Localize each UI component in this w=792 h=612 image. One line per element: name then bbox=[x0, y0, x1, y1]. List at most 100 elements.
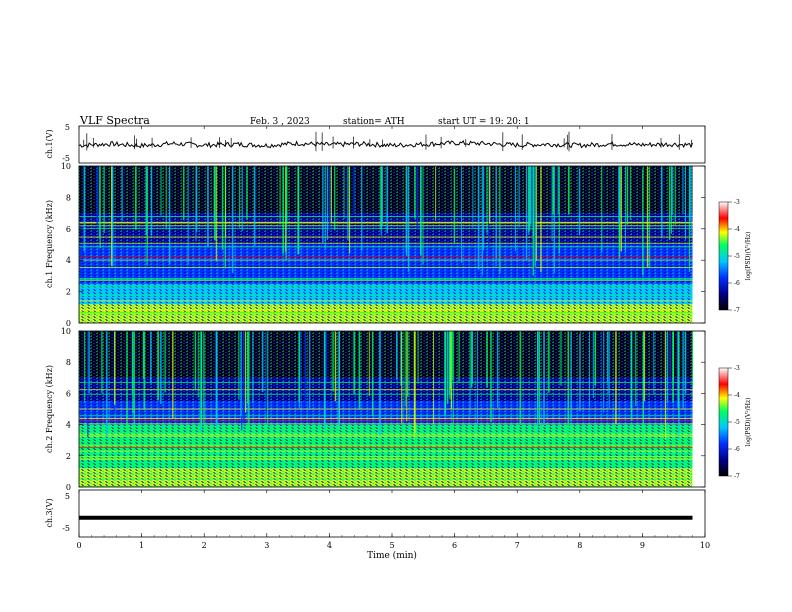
ch3-waveform-frame bbox=[78, 489, 706, 538]
ytick-label: 2 bbox=[66, 288, 71, 297]
xtick-label: 6 bbox=[452, 541, 457, 550]
spectrogram-sferic bbox=[242, 331, 245, 422]
spectrogram-line bbox=[79, 419, 693, 421]
spectrogram-sferic bbox=[631, 331, 633, 422]
ytick-label: 4 bbox=[66, 421, 71, 430]
spectrogram-sferic bbox=[88, 331, 90, 394]
spectrogram-line bbox=[79, 415, 693, 417]
ytick-label: 6 bbox=[66, 389, 71, 398]
spectrogram-line bbox=[79, 446, 693, 448]
ch2-spectrogram-ylabel: ch.2 Frequency (kHz) bbox=[45, 365, 54, 453]
spectrogram-sferic bbox=[558, 166, 560, 254]
spectrogram-sferic bbox=[653, 331, 655, 394]
spectrogram-sferic bbox=[435, 166, 437, 221]
spectrogram-sferic bbox=[215, 331, 218, 428]
spectrogram-sferic bbox=[488, 166, 490, 249]
xtick-label: 10 bbox=[700, 541, 710, 550]
spectrogram-line bbox=[79, 309, 693, 311]
ch1-spectrogram-yticks: 0 2 4 6 8 10 bbox=[61, 162, 705, 328]
spectrogram-sferic bbox=[692, 331, 694, 389]
spectrogram-sferic bbox=[200, 331, 203, 427]
colorbar-tick-label: -4 bbox=[734, 226, 740, 233]
spectrogram-sferic bbox=[239, 166, 241, 228]
spectrogram-sferic bbox=[150, 331, 152, 384]
spectrogram-sferic bbox=[615, 331, 617, 425]
spectrogram-sferic bbox=[603, 331, 605, 413]
spectrogram-sferic bbox=[134, 166, 137, 230]
spectrogram-sferic bbox=[531, 166, 534, 216]
spectrogram-sferic bbox=[215, 166, 217, 261]
spectrogram-sferic bbox=[101, 331, 103, 394]
spectrogram-sferic bbox=[527, 166, 530, 234]
spectrogram-sferic bbox=[381, 166, 384, 226]
spectrogram-sferic bbox=[414, 331, 416, 433]
spectrogram-sferic bbox=[540, 166, 542, 272]
spectrogram-sferic bbox=[625, 166, 626, 253]
spectrogram-sferic bbox=[661, 166, 663, 239]
spectrogram-sferic bbox=[664, 331, 667, 440]
ch3-ytick-top: 5 bbox=[65, 492, 70, 501]
spectrogram-sferic bbox=[589, 331, 591, 407]
spectrogram-sferic bbox=[143, 331, 145, 411]
spectrogram-sferic bbox=[499, 166, 501, 274]
spectrogram-sferic bbox=[238, 331, 240, 400]
spectrogram-line bbox=[79, 222, 693, 224]
spectrogram-sferic bbox=[83, 331, 85, 403]
spectrogram-line bbox=[79, 450, 693, 452]
xtick-label: 9 bbox=[640, 541, 645, 550]
spectrogram-sferic bbox=[132, 331, 134, 414]
spectrogram-sferic bbox=[450, 331, 452, 389]
ch1-ytick-top: 5 bbox=[65, 123, 70, 132]
spectrogram-band-texture bbox=[79, 331, 693, 378]
spectrogram-sferic bbox=[407, 166, 409, 272]
spectrogram-sferic bbox=[608, 331, 610, 410]
colorbar-tick-label: -6 bbox=[734, 280, 740, 287]
colorbar-tick-label: -5 bbox=[734, 253, 740, 260]
spectrogram-sferic bbox=[121, 166, 123, 221]
spectrogram-sferic bbox=[244, 331, 247, 413]
spectrogram-sferic bbox=[194, 331, 196, 391]
spectrogram-sferic bbox=[126, 331, 128, 440]
spectrogram-sferic bbox=[197, 331, 199, 398]
ytick-label: 0 bbox=[66, 319, 71, 328]
ch2-spectrogram bbox=[79, 331, 705, 488]
spectrogram-sferic bbox=[552, 166, 555, 215]
spectrogram-sferic bbox=[669, 331, 671, 394]
colorbar-tick-label: -3 bbox=[734, 365, 740, 372]
spectrogram-sferic bbox=[298, 331, 300, 403]
spectrogram-sferic bbox=[324, 331, 326, 429]
spectrogram-sferic bbox=[486, 166, 488, 234]
spectrogram-line bbox=[79, 246, 693, 248]
spectrogram-sferic bbox=[400, 331, 402, 386]
spectrogram-sferic bbox=[453, 166, 456, 243]
spectrogram-line bbox=[79, 382, 693, 384]
spectrogram-sferic bbox=[567, 331, 570, 440]
spectrogram-sferic bbox=[495, 166, 497, 267]
spectrogram-sferic bbox=[607, 331, 609, 394]
colorbar-tick-label: -7 bbox=[734, 307, 740, 314]
spectrogram-sferic bbox=[672, 331, 674, 381]
spectrogram-sferic bbox=[413, 331, 415, 440]
spectrogram-line bbox=[79, 279, 693, 281]
spectrogram-sferic bbox=[309, 331, 311, 410]
x-axis-label: Time (min) bbox=[367, 550, 417, 561]
spectrogram-sferic bbox=[557, 166, 559, 215]
spectrogram-sferic bbox=[674, 166, 676, 226]
xtick-label: 8 bbox=[577, 541, 582, 550]
spectrogram-sferic bbox=[253, 166, 256, 246]
spectrogram-sferic bbox=[626, 166, 629, 225]
spectrogram-sferic bbox=[145, 166, 148, 235]
ch1-waveform-frame bbox=[78, 125, 706, 164]
spectrogram-sferic bbox=[332, 331, 334, 392]
ch2-spectrogram-yticks: 0 2 4 6 8 10 bbox=[61, 327, 705, 492]
spectrogram-sferic bbox=[531, 166, 533, 227]
spectrogram-sferic bbox=[649, 166, 651, 268]
spectrogram-sferic bbox=[325, 331, 328, 383]
spectrogram-sferic bbox=[578, 166, 581, 236]
xtick-label: 4 bbox=[327, 541, 332, 550]
spectrogram-sferic bbox=[450, 331, 453, 386]
xtick-label: 5 bbox=[389, 541, 394, 550]
xtick-label: 2 bbox=[202, 541, 207, 550]
ytick-label: 0 bbox=[66, 483, 71, 492]
